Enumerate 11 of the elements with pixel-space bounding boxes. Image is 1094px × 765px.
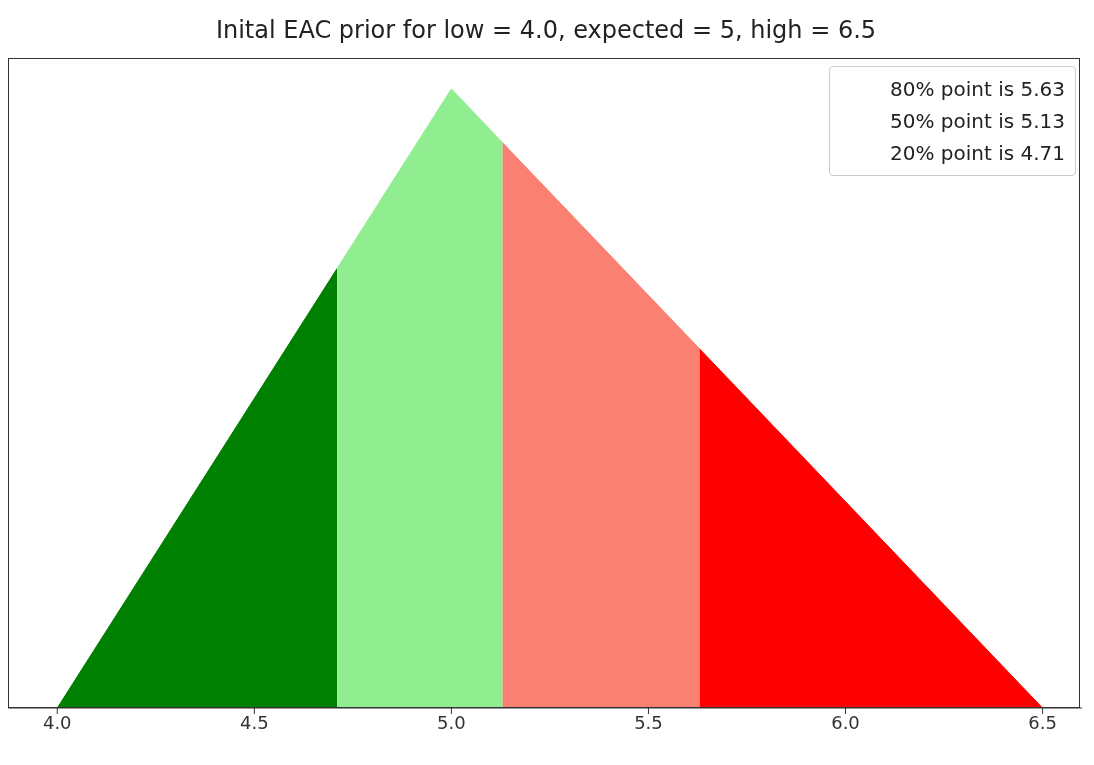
- annotation: 50% point is 5.13: [889, 108, 1065, 135]
- annotation: 80% point is 5.63: [889, 76, 1065, 103]
- annotation: 20% point is 4.71: [889, 140, 1065, 167]
- x-tick-label: 5.5: [634, 711, 663, 733]
- x-tick-label: 4.0: [42, 711, 72, 733]
- x-tick-label: 5.0: [437, 711, 466, 733]
- chart-title: Inital EAC prior for low = 4.0, expected = 5, high = 6.5: [214, 16, 878, 44]
- note-box: 80% point is 5.63 50% point is 5.13 20% point is 4.71: [828, 66, 1076, 176]
- x-tick-label: 4.5: [240, 711, 269, 733]
- x-tick-label: 6.0: [831, 711, 860, 733]
- x-tick-label: 6.5: [1028, 711, 1057, 733]
